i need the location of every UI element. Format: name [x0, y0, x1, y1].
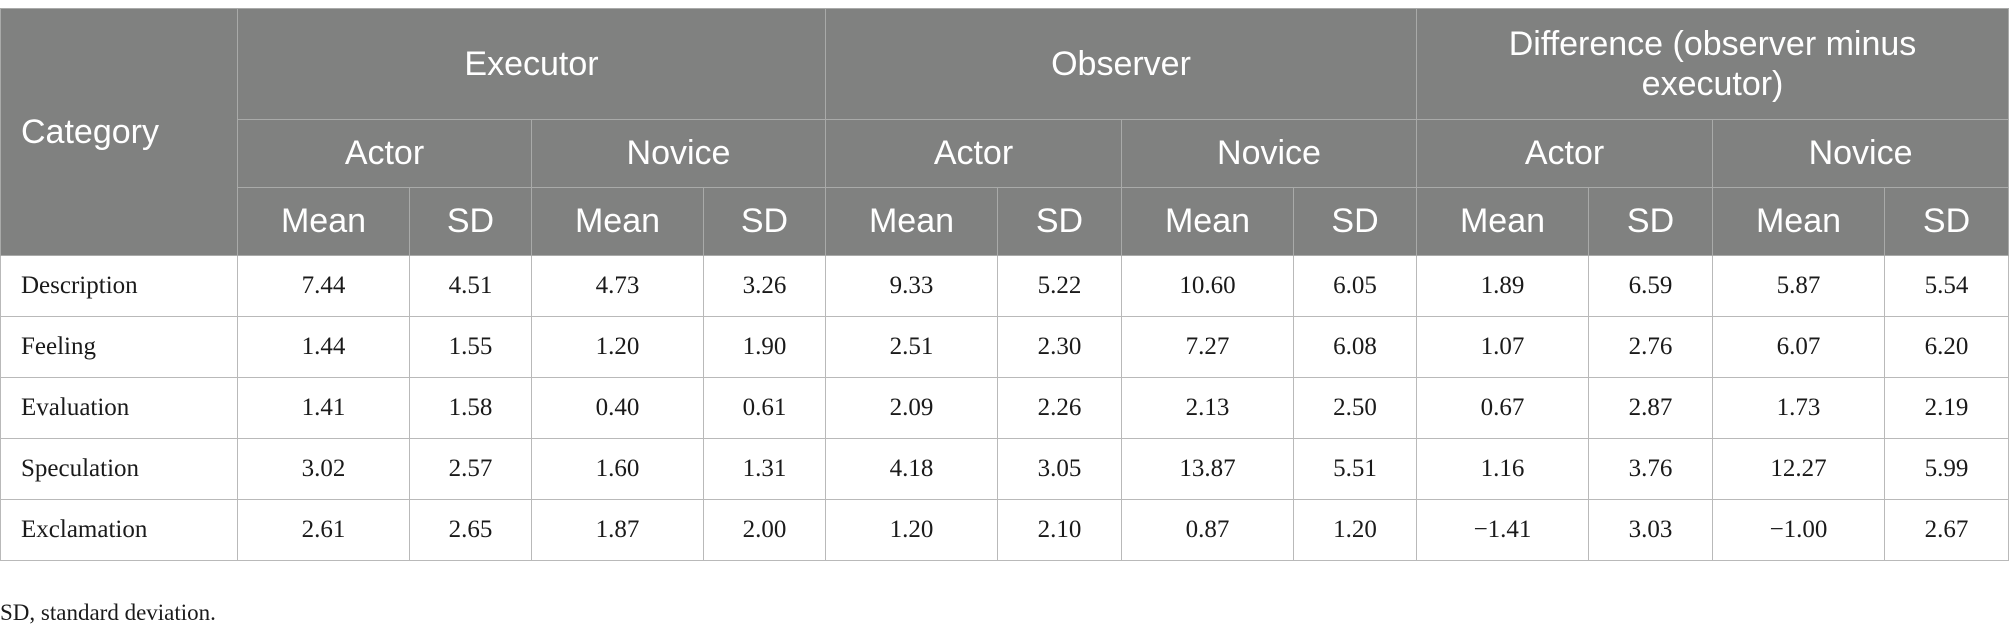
table-row: Exclamation 2.61 2.65 1.87 2.00 1.20 2.1… — [0, 499, 2009, 561]
stat-header: SD — [997, 187, 1122, 256]
row-category: Speculation — [0, 438, 238, 500]
table-cell: 0.61 — [703, 377, 826, 439]
table-cell: 3.76 — [1588, 438, 1714, 500]
stat-header: Mean — [237, 187, 410, 256]
table-cell: 5.54 — [1884, 255, 2009, 317]
table-cell: 5.22 — [997, 255, 1122, 317]
table-cell: 4.18 — [825, 438, 998, 500]
table-cell: 1.55 — [409, 316, 532, 378]
row-category: Exclamation — [0, 499, 238, 561]
table-cell: 2.76 — [1588, 316, 1714, 378]
table-row: Feeling 1.44 1.55 1.20 1.90 2.51 2.30 7.… — [0, 316, 2009, 378]
row-category: Evaluation — [0, 377, 238, 439]
table-cell: 2.50 — [1292, 377, 1418, 439]
stat-header: Mean — [531, 187, 704, 256]
group-header-observer: Observer — [824, 8, 1418, 120]
table-cell: 5.87 — [1712, 255, 1886, 317]
table-cell: 2.67 — [1884, 499, 2009, 561]
table-cell: 6.59 — [1588, 255, 1714, 317]
table-cell: 6.07 — [1712, 316, 1886, 378]
table-cell: 1.07 — [1416, 316, 1590, 378]
table-cell: 6.08 — [1292, 316, 1418, 378]
subgroup-header: Novice — [1120, 119, 1418, 188]
table-cell: 3.26 — [703, 255, 826, 317]
table-cell: 2.65 — [409, 499, 532, 561]
table-cell: 3.05 — [997, 438, 1122, 500]
table-cell: 0.40 — [531, 377, 704, 439]
table-cell: 1.89 — [1416, 255, 1590, 317]
table-row: Description 7.44 4.51 4.73 3.26 9.33 5.2… — [0, 255, 2009, 317]
table-cell: 2.57 — [409, 438, 532, 500]
table-cell: 2.26 — [997, 377, 1122, 439]
table-cell: 2.09 — [825, 377, 998, 439]
table-cell: 1.16 — [1416, 438, 1590, 500]
table-cell: −1.00 — [1712, 499, 1886, 561]
subgroup-header: Novice — [1712, 119, 2009, 188]
table-cell: 3.02 — [237, 438, 410, 500]
table-cell: 1.73 — [1712, 377, 1886, 439]
stat-header: Mean — [1416, 187, 1590, 256]
subgroup-header: Actor — [237, 119, 532, 188]
stat-header: Mean — [1121, 187, 1294, 256]
table-cell: 5.99 — [1884, 438, 2009, 500]
table-cell: 12.27 — [1712, 438, 1886, 500]
table-cell: 2.19 — [1884, 377, 2009, 439]
table-cell: 2.13 — [1121, 377, 1294, 439]
table-footnote: SD, standard deviation. — [0, 600, 216, 625]
stat-header: Mean — [1712, 187, 1886, 256]
subgroup-header: Novice — [531, 119, 826, 188]
table-cell: 4.51 — [409, 255, 532, 317]
table-cell: 13.87 — [1121, 438, 1294, 500]
stat-header: SD — [1292, 187, 1418, 256]
subgroup-header: Actor — [1416, 119, 1714, 188]
stat-header: SD — [703, 187, 826, 256]
table-cell: 1.60 — [531, 438, 704, 500]
table-cell: 1.58 — [409, 377, 532, 439]
stat-header: SD — [1588, 187, 1714, 256]
results-table: Category Executor Observer Difference (o… — [0, 8, 2009, 561]
table-cell: 6.05 — [1292, 255, 1418, 317]
table-cell: 2.10 — [997, 499, 1122, 561]
table-cell: 1.87 — [531, 499, 704, 561]
table-row: Evaluation 1.41 1.58 0.40 0.61 2.09 2.26… — [0, 377, 2009, 439]
table-cell: 2.61 — [237, 499, 410, 561]
table-cell: 7.27 — [1121, 316, 1294, 378]
table-cell: 2.30 — [997, 316, 1122, 378]
group-header-difference: Difference (observer minus executor) — [1416, 8, 2009, 120]
row-category: Feeling — [0, 316, 238, 378]
table-cell: −1.41 — [1416, 499, 1590, 561]
table-cell: 5.51 — [1292, 438, 1418, 500]
table-cell: 1.44 — [237, 316, 410, 378]
table-cell: 2.87 — [1588, 377, 1714, 439]
stat-header: SD — [409, 187, 532, 256]
table-cell: 0.67 — [1416, 377, 1590, 439]
table-cell: 7.44 — [237, 255, 410, 317]
table-cell: 1.20 — [531, 316, 704, 378]
table-row: Speculation 3.02 2.57 1.60 1.31 4.18 3.0… — [0, 438, 2009, 500]
table-cell: 2.51 — [825, 316, 998, 378]
table-cell: 1.90 — [703, 316, 826, 378]
category-header: Category — [0, 8, 238, 256]
table-cell: 1.31 — [703, 438, 826, 500]
table-cell: 1.20 — [825, 499, 998, 561]
stat-header: Mean — [825, 187, 998, 256]
table-cell: 3.03 — [1588, 499, 1714, 561]
table-cell: 9.33 — [825, 255, 998, 317]
stat-header: SD — [1884, 187, 2009, 256]
table-cell: 2.00 — [703, 499, 826, 561]
table-cell: 10.60 — [1121, 255, 1294, 317]
subgroup-header: Actor — [825, 119, 1122, 188]
group-header-executor: Executor — [237, 8, 826, 120]
table-cell: 1.20 — [1292, 499, 1418, 561]
row-category: Description — [0, 255, 238, 317]
table-cell: 6.20 — [1884, 316, 2009, 378]
table-cell: 4.73 — [531, 255, 704, 317]
table-cell: 0.87 — [1121, 499, 1294, 561]
table-cell: 1.41 — [237, 377, 410, 439]
